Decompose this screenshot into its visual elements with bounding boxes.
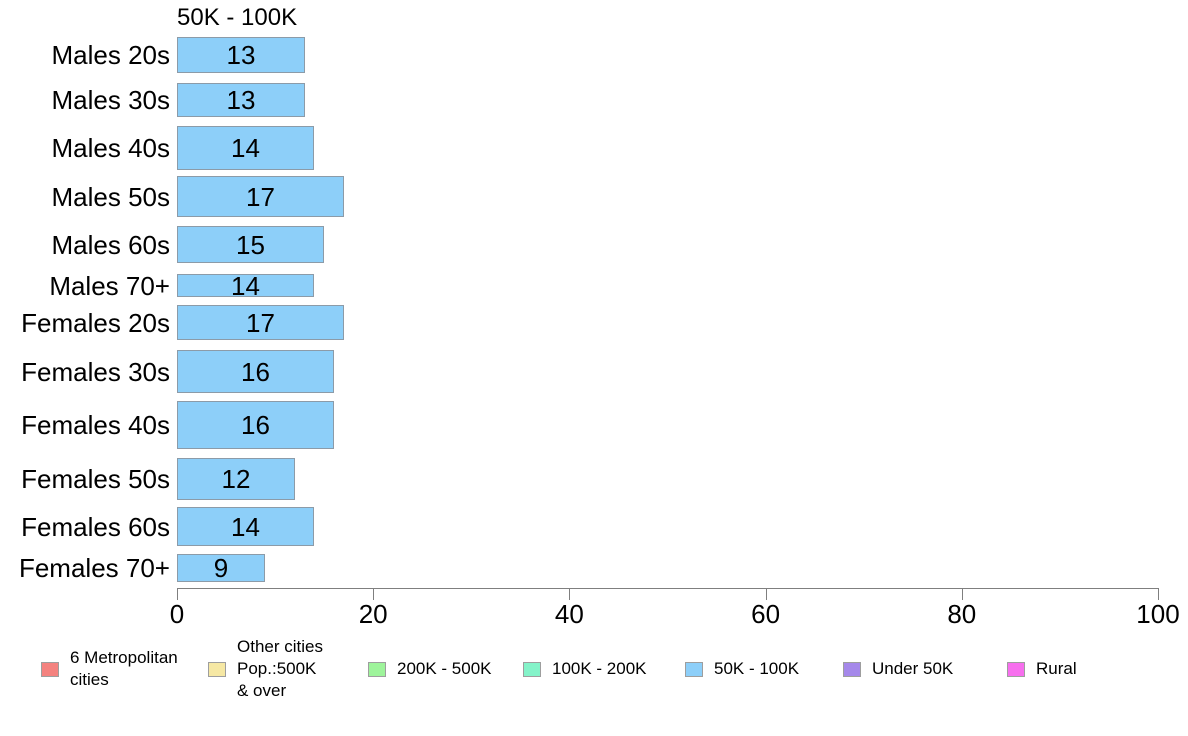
- bar: 16: [177, 350, 334, 393]
- bar: 17: [177, 305, 344, 340]
- bar: 17: [177, 176, 344, 217]
- category-label: Males 70+: [49, 270, 170, 301]
- category-label: Females 20s: [21, 307, 170, 338]
- category-label: Males 60s: [51, 229, 171, 260]
- legend-label-line: Pop.:500K: [237, 659, 317, 678]
- bar-value-label: 14: [231, 133, 260, 163]
- legend-item-label: 6 Metropolitan cities: [70, 647, 178, 691]
- category-label: Females 40s: [21, 410, 170, 440]
- bar: 14: [177, 270, 314, 301]
- legend-item-label: Under 50K: [872, 658, 953, 680]
- bar: 14: [177, 507, 314, 546]
- legend-label-line: cities: [70, 670, 109, 689]
- category-label: Females 50s: [21, 464, 170, 494]
- bar: 16: [177, 401, 334, 449]
- bar-value-label: 16: [241, 356, 270, 387]
- x-axis-tick-label: 0: [169, 599, 185, 629]
- category-label: Males 50s: [51, 181, 171, 212]
- bar: 15: [177, 226, 324, 263]
- x-axis-tick-label: 40: [554, 599, 584, 629]
- legend-item-label: Rural: [1036, 658, 1077, 680]
- x-axis-tick-label: 60: [751, 599, 781, 629]
- bar: 13: [177, 83, 305, 117]
- bar-value-label: 14: [231, 511, 260, 542]
- legend-color-swatch-icon: [685, 662, 703, 677]
- bar-value-label: 15: [236, 229, 265, 260]
- bar-value-label: 13: [226, 85, 256, 115]
- bar: 13: [177, 37, 305, 73]
- chart-title: 50K - 100K: [177, 4, 298, 31]
- bar-value-label: 13: [226, 40, 256, 70]
- bar: 14: [177, 126, 314, 170]
- x-axis-line: [177, 588, 1159, 589]
- bar: 9: [177, 554, 265, 582]
- legend-color-swatch-icon: [1007, 662, 1025, 677]
- legend-item-label: 200K - 500K: [397, 658, 492, 680]
- legend-label-line: 100K - 200K: [552, 659, 647, 678]
- category-label: Males 40s: [51, 133, 171, 163]
- x-axis-tick: [569, 588, 571, 600]
- x-axis-tick: [961, 588, 963, 600]
- bar-value-label: 16: [241, 410, 270, 440]
- legend-label-line: & over: [237, 681, 287, 700]
- legend-label-line: 50K - 100K: [714, 659, 800, 678]
- x-axis-tick: [373, 588, 375, 600]
- legend-label-line: Under 50K: [872, 659, 954, 678]
- legend-label-line: Rural: [1036, 659, 1077, 678]
- legend-label-line: Other cities: [237, 637, 323, 656]
- x-axis-tick-label: 100: [1136, 599, 1180, 629]
- bar-value-label: 14: [231, 270, 260, 301]
- legend-item-label: Other cities Pop.:500K & over: [237, 636, 323, 702]
- legend-color-swatch-icon: [523, 662, 541, 677]
- category-label: Females 60s: [21, 511, 170, 542]
- legend-color-swatch-icon: [41, 662, 59, 677]
- category-label: Males 20s: [51, 40, 171, 70]
- bar-value-label: 9: [213, 553, 229, 583]
- x-axis-tick: [765, 588, 767, 600]
- x-axis-tick-label: 20: [358, 599, 388, 629]
- legend-item-label: 100K - 200K: [552, 658, 647, 680]
- x-axis-tick: [177, 588, 178, 600]
- legend-color-swatch-icon: [208, 662, 226, 677]
- legend-color-swatch-icon: [368, 662, 386, 677]
- x-axis-tick-label: 80: [947, 599, 977, 629]
- x-axis-tick: [1158, 588, 1159, 600]
- category-label: Females 30s: [21, 356, 170, 387]
- category-label: Females 70+: [18, 553, 170, 583]
- category-label: Males 30s: [51, 85, 171, 115]
- legend-color-swatch-icon: [843, 662, 861, 677]
- legend-label-line: 200K - 500K: [397, 659, 492, 678]
- bar: 12: [177, 458, 295, 500]
- bar-value-label: 12: [221, 464, 251, 494]
- legend-label-line: 6 Metropolitan: [70, 648, 178, 667]
- bar-value-label: 17: [246, 181, 275, 212]
- bar-value-label: 17: [246, 307, 275, 338]
- legend-item-label: 50K - 100K: [714, 658, 799, 680]
